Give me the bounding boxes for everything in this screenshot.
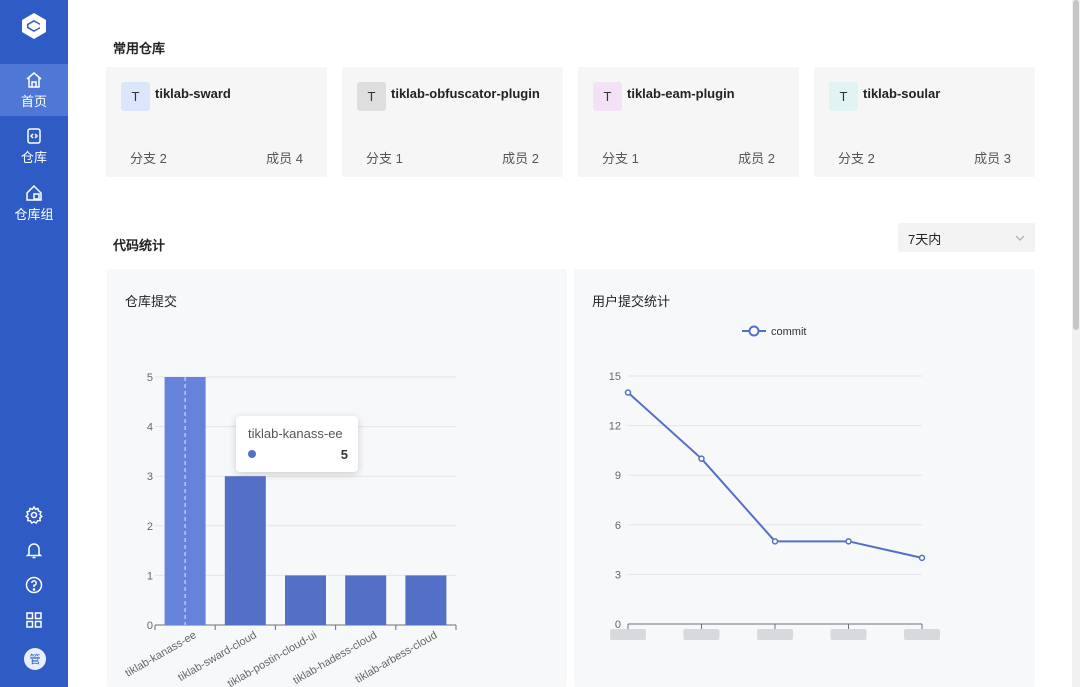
y-tick-label: 2: [147, 521, 153, 533]
repo-avatar: T: [121, 82, 150, 111]
legend-marker: [748, 325, 760, 337]
x-tick-label-redacted: [610, 629, 646, 640]
common-repos-title: 常用仓库: [113, 41, 166, 56]
scrollbar-thumb[interactable]: [1073, 0, 1079, 330]
time-range-select[interactable]: 7天内: [898, 223, 1035, 252]
bar: [224, 476, 266, 625]
sidebar: 首页 仓库 仓库组 管: [0, 0, 68, 687]
data-point: [918, 554, 926, 562]
y-tick-label: 3: [147, 471, 153, 483]
user-commits-title: 用户提交统计: [592, 294, 671, 309]
user-avatar[interactable]: 管: [24, 648, 46, 670]
nav-repository-label: 仓库: [20, 149, 47, 165]
y-tick-label: 3: [615, 569, 621, 581]
repo-branch-count: 分支 1: [366, 151, 403, 166]
nav-home-label: 首页: [20, 93, 47, 109]
y-tick-label: 4: [147, 422, 153, 434]
repo-card-tiklab-soular[interactable]: T tiklab-soular 分支 2 成员 3: [814, 67, 1035, 177]
data-point: [624, 389, 632, 396]
x-tick-label-redacted: [830, 629, 867, 640]
repo-member-count: 成员 4: [266, 151, 303, 166]
tooltip-series-marker: [248, 450, 256, 458]
repo-commits-title: 仓库提交: [125, 294, 178, 309]
bell-icon[interactable]: [24, 540, 44, 560]
home-icon: [26, 71, 42, 88]
x-tick-label-redacted: [757, 629, 793, 640]
repo-branch-count: 分支 2: [130, 151, 167, 166]
y-tick-label: 15: [609, 371, 621, 383]
page-scrollbar[interactable]: [1072, 0, 1080, 687]
bar: [285, 575, 326, 625]
repository-group-icon: [26, 184, 42, 201]
app-logo[interactable]: [20, 12, 48, 40]
repo-member-count: 成员 2: [502, 151, 539, 166]
repo-avatar: T: [829, 82, 858, 111]
apps-grid-icon[interactable]: [24, 610, 44, 630]
repo-name[interactable]: tiklab-sward: [155, 86, 231, 101]
code-stats-title: 代码统计: [113, 238, 166, 253]
repo-commits-chart: 012345tiklab-kanass-eetiklab-sward-cloud…: [123, 372, 457, 687]
nav-repository-group-label: 仓库组: [14, 206, 54, 222]
chevron-down-icon: [1015, 235, 1025, 241]
y-tick-label: 6: [615, 520, 621, 532]
y-tick-label: 1: [147, 570, 153, 582]
y-tick-label: 5: [147, 372, 153, 384]
y-tick-label: 0: [147, 620, 153, 632]
data-point: [771, 538, 779, 545]
user-commits-chart: 0 3 6 9 12 15 commit: [609, 325, 940, 640]
x-tick-label-redacted: [683, 629, 720, 640]
repo-card-tiklab-eam-plugin[interactable]: T tiklab-eam-plugin 分支 1 成员 2: [578, 67, 799, 177]
tooltip-repo-name: tiklab-kanass-ee: [248, 426, 343, 441]
repo-member-count: 成员 3: [974, 151, 1011, 166]
repo-name[interactable]: tiklab-soular: [863, 86, 941, 101]
settings-icon[interactable]: [24, 505, 44, 525]
chart-tooltip: tiklab-kanass-ee 5: [236, 416, 358, 472]
user-commits-panel: 用户提交统计 0 3 6 9 12 15 commit: [574, 269, 1035, 687]
repo-member-count: 成员 2: [738, 151, 775, 166]
repo-avatar: T: [357, 82, 386, 111]
bar: [405, 575, 447, 625]
repo-avatar: T: [593, 82, 622, 111]
help-icon[interactable]: [24, 575, 44, 595]
repo-branch-count: 分支 1: [602, 151, 639, 166]
repository-icon: [27, 127, 41, 144]
y-tick-label: 9: [615, 470, 621, 482]
tooltip-value: 5: [340, 447, 348, 462]
repo-card-tiklab-obfuscator-plugin[interactable]: T tiklab-obfuscator-plugin 分支 1 成员 2: [342, 67, 563, 177]
repo-name[interactable]: tiklab-eam-plugin: [627, 86, 735, 101]
nav-repository-group[interactable]: 仓库组: [0, 177, 68, 229]
x-tick-label-redacted: [904, 629, 940, 640]
nav-repository[interactable]: 仓库: [0, 120, 68, 172]
repo-name[interactable]: tiklab-obfuscator-plugin: [391, 86, 540, 101]
legend-label: commit: [771, 326, 806, 338]
repo-card-tiklab-sward[interactable]: T tiklab-sward 分支 2 成员 4: [106, 67, 327, 177]
data-point: [698, 455, 705, 462]
repo-commits-panel: 仓库提交 0 1 2 3 4 5 tiklab-kanass-ee tiklab-sward-…: [107, 269, 567, 687]
time-range-value: 7天内: [908, 232, 942, 247]
y-tick-label: 0: [615, 619, 621, 631]
bar: [345, 575, 387, 625]
repo-branch-count: 分支 2: [838, 151, 875, 166]
data-point: [845, 538, 852, 545]
y-tick-label: 12: [609, 421, 621, 433]
nav-home[interactable]: 首页: [0, 64, 68, 116]
